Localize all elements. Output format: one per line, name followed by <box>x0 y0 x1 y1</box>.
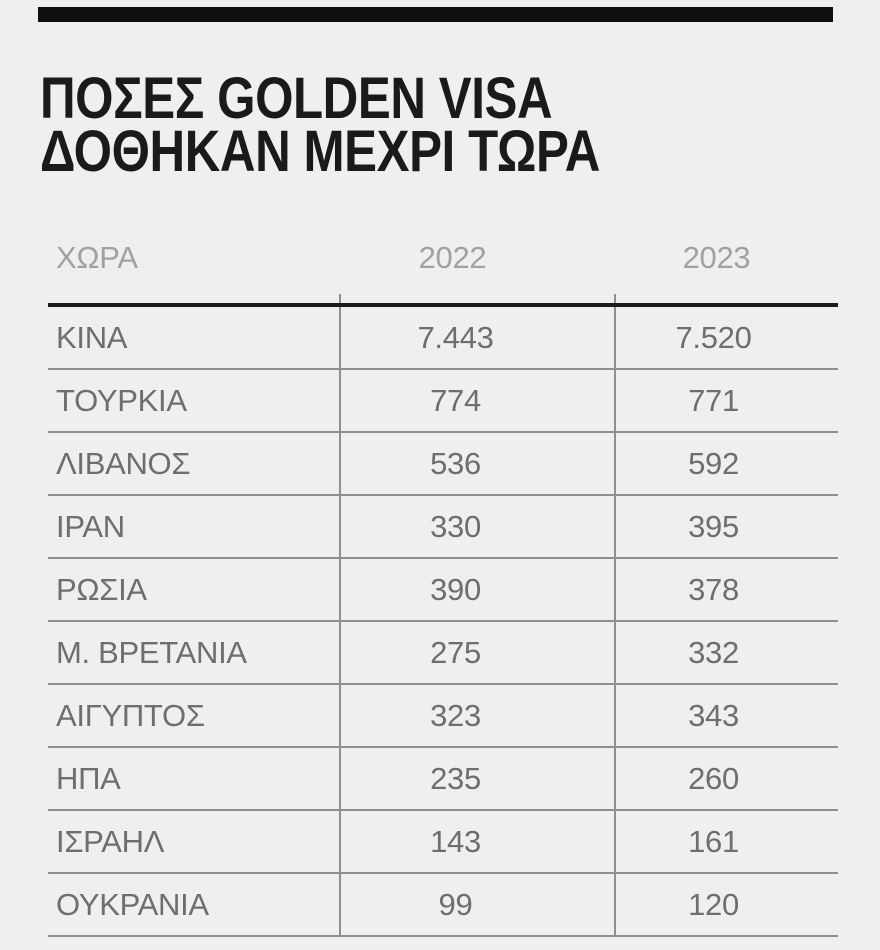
table-row: ΙΣΡΑΗΛ 143 161 <box>48 811 838 874</box>
cell-2023-value: 343 <box>688 697 739 733</box>
column-divider-line <box>614 307 616 937</box>
cell-country: ΚΙΝΑ <box>56 319 128 355</box>
cell-country: Μ. ΒΡΕΤΑΝΙΑ <box>56 634 247 670</box>
cell-country: ΟΥΚΡΑΝΙΑ <box>56 886 209 922</box>
table-row: ΡΩΣΙΑ 390 378 <box>48 559 838 622</box>
cell-2022-value: 330 <box>430 508 481 544</box>
table-row: ΚΙΝΑ 7.443 7.520 <box>48 307 838 370</box>
table-row: Μ. ΒΡΕΤΑΝΙΑ 275 332 <box>48 622 838 685</box>
cell-2022-value: 143 <box>430 823 481 859</box>
cell-country: ΤΟΥΡΚΙΑ <box>56 382 187 418</box>
table-header-row: ΧΩΡΑ 2022 2023 <box>48 228 838 288</box>
table-row: ΙΡΑΝ 330 395 <box>48 496 838 559</box>
cell-2022-value: 774 <box>430 382 481 418</box>
column-divider-tick <box>339 294 341 303</box>
cell-2023-value: 592 <box>688 445 739 481</box>
column-header-country: ΧΩΡΑ <box>56 240 138 275</box>
cell-2023-value: 7.520 <box>675 319 752 355</box>
header-divider-rule <box>48 303 838 307</box>
cell-2022-value: 323 <box>430 697 481 733</box>
cell-2023-value: 161 <box>688 823 739 859</box>
cell-2023-value: 771 <box>688 382 739 418</box>
cell-2022-value: 7.443 <box>417 319 494 355</box>
table-row: ΟΥΚΡΑΝΙΑ 99 120 <box>48 874 838 937</box>
cell-2022-value: 390 <box>430 571 481 607</box>
cell-2023-value: 378 <box>688 571 739 607</box>
column-divider-line <box>339 307 341 937</box>
column-header-2023: 2023 <box>682 240 751 275</box>
cell-2023-value: 120 <box>688 886 739 922</box>
cell-2022-value: 536 <box>430 445 481 481</box>
cell-country: ΛΙΒΑΝΟΣ <box>56 445 191 481</box>
cell-2023-value: 260 <box>688 760 739 796</box>
cell-country: ΙΣΡΑΗΛ <box>56 823 165 859</box>
cell-country: ΑΙΓΥΠΤΟΣ <box>56 697 205 733</box>
table-row: ΑΙΓΥΠΤΟΣ 323 343 <box>48 685 838 748</box>
column-header-2022: 2022 <box>418 240 487 275</box>
cell-2023-value: 332 <box>688 634 739 670</box>
page-title: ΠΟΣΕΣ GOLDEN VISA ΔΟΘΗΚΑΝ ΜΕΧΡΙ ΤΩΡΑ <box>40 65 600 184</box>
table-row: ΗΠΑ 235 260 <box>48 748 838 811</box>
column-divider-tick <box>614 294 616 303</box>
cell-country: ΡΩΣΙΑ <box>56 571 147 607</box>
cell-country: ΙΡΑΝ <box>56 508 125 544</box>
table-row: ΛΙΒΑΝΟΣ 536 592 <box>48 433 838 496</box>
cell-2023-value: 395 <box>688 508 739 544</box>
cell-2022-value: 235 <box>430 760 481 796</box>
cell-2022-value: 275 <box>430 634 481 670</box>
table-row: ΤΟΥΡΚΙΑ 774 771 <box>48 370 838 433</box>
table-body: ΚΙΝΑ 7.443 7.520 ΤΟΥΡΚΙΑ 774 771 ΛΙΒΑΝΟΣ… <box>48 307 838 937</box>
cell-2022-value: 99 <box>438 886 473 922</box>
cell-country: ΗΠΑ <box>56 760 121 796</box>
top-accent-bar <box>38 7 833 22</box>
